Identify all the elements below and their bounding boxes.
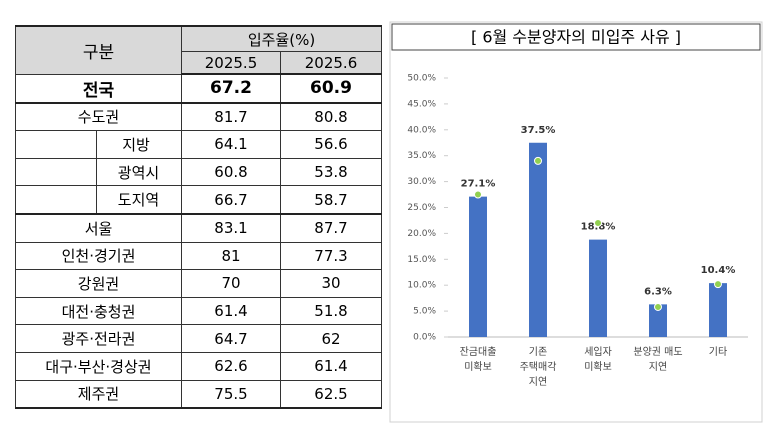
- x-tick-label: 기존 주택매각 지연: [519, 347, 557, 388]
- y-tick-label: 10.0%: [407, 281, 436, 291]
- cell: 광역시: [15, 157, 182, 187]
- cell: 64.7: [181, 324, 281, 353]
- cell: 64.1: [181, 130, 281, 159]
- y-tick-label: 45.0%: [407, 99, 436, 109]
- y-tick-label: 5.0%: [413, 307, 436, 317]
- bar: [709, 283, 727, 337]
- cell: 62.5: [280, 379, 382, 410]
- y-tick-label: 0.0%: [413, 333, 436, 343]
- y-tick-label: 30.0%: [407, 177, 436, 187]
- bar: [649, 304, 667, 337]
- cell: 83.1: [181, 213, 281, 243]
- cell: 70: [181, 269, 281, 298]
- cell: 56.6: [280, 130, 382, 159]
- cell: 전국: [15, 73, 182, 104]
- x-tick-label: 기타: [708, 347, 728, 358]
- cell: 77.3: [280, 241, 382, 271]
- marker: [594, 219, 602, 228]
- y-tick-label: 35.0%: [407, 151, 436, 161]
- marker: [534, 156, 542, 165]
- marker: [714, 280, 722, 289]
- value-label: 18.8%: [581, 222, 616, 233]
- cell: 62.6: [181, 351, 281, 381]
- title-box: [391, 23, 761, 51]
- cell: 제주권: [15, 379, 182, 410]
- cell: 2025.6: [280, 51, 382, 75]
- y-tick-label: 15.0%: [407, 255, 436, 265]
- cell: 서울: [15, 213, 182, 243]
- cell: 66.7: [181, 185, 281, 215]
- cell: 2025.5: [181, 51, 281, 75]
- x-tick-label: 세입자 미확보: [584, 347, 612, 373]
- value-label: 10.4%: [701, 265, 736, 276]
- cell: 도지역: [15, 185, 182, 215]
- x-tick-label: 잔금대출 미확보: [459, 347, 497, 373]
- value-label: 37.5%: [521, 125, 556, 136]
- y-tick-label: 25.0%: [407, 203, 436, 213]
- marker: [654, 302, 662, 311]
- cell: 구분: [15, 25, 182, 75]
- cell: 입주율(%): [181, 25, 382, 52]
- cell: 87.7: [280, 213, 382, 243]
- cell: 수도권: [15, 102, 182, 132]
- bar: [469, 196, 487, 337]
- value-label: 27.1%: [461, 179, 496, 190]
- y-tick-label: 50.0%: [407, 74, 436, 84]
- marker: [474, 190, 482, 199]
- cell: 81.7: [181, 102, 281, 132]
- y-tick-label: 40.0%: [407, 125, 436, 135]
- chart-title: [ 6월 수분양자의 미입주 사유 ]: [471, 28, 681, 47]
- cell: 지방: [15, 130, 182, 159]
- table: 구분 입주율(%) 2025.5 2025.6 전국 67.2 60.9 수도권 81.7 80.…: [15, 25, 382, 410]
- cell: 53.8: [280, 157, 382, 187]
- chart-frame: [389, 21, 763, 423]
- cell: 60.9: [280, 73, 382, 104]
- cell: 75.5: [181, 379, 281, 410]
- cell: 강원권: [15, 269, 182, 298]
- bar: [529, 142, 547, 337]
- cell: 30: [280, 269, 382, 298]
- cell: 58.7: [280, 185, 382, 215]
- cell: 51.8: [280, 296, 382, 326]
- bar: [589, 239, 607, 337]
- x-tick-label: 분양권 매도 지연: [633, 347, 683, 373]
- cell: 80.8: [280, 102, 382, 132]
- y-tick-label: 20.0%: [407, 229, 436, 239]
- value-label: 6.3%: [644, 286, 672, 297]
- cell: 67.2: [181, 73, 281, 104]
